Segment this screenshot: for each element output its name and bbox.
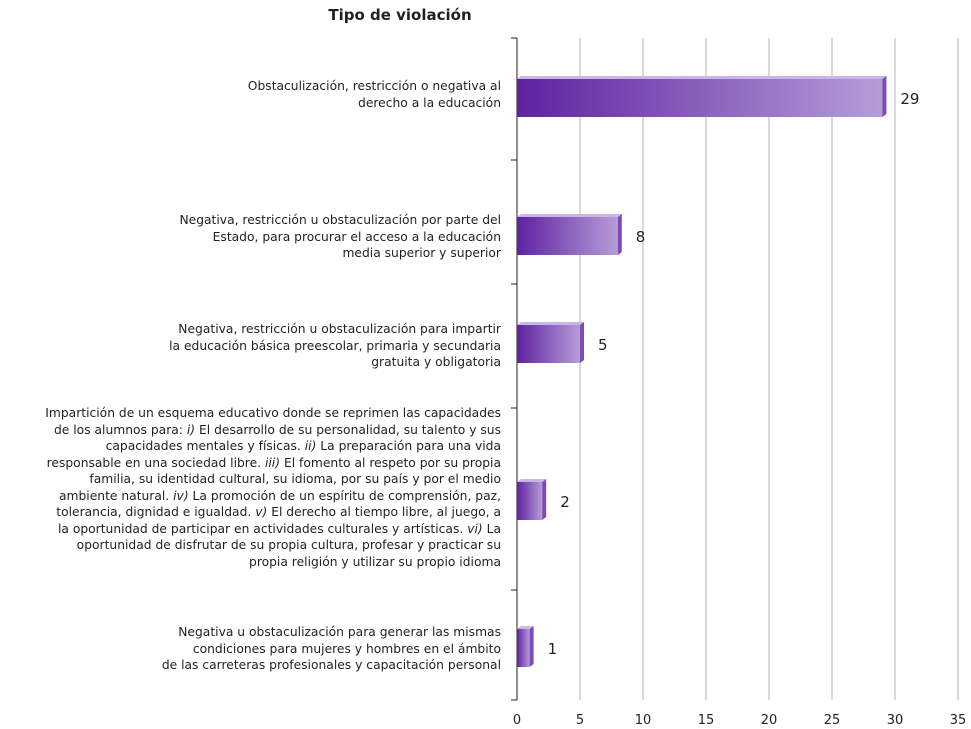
data-label-1: 8	[636, 228, 646, 246]
bar-top-4	[517, 626, 534, 629]
category-label-segment: i)	[186, 422, 196, 437]
x-tick-label-0: 0	[513, 713, 521, 728]
data-label-2: 5	[598, 336, 608, 354]
x-tick-label-5: 5	[576, 713, 584, 728]
category-label-line: responsable en una sociedad libre. iii) …	[45, 455, 501, 472]
category-label-segment: iv)	[173, 488, 189, 503]
category-label-segment: responsable en una sociedad libre.	[46, 455, 265, 470]
category-label-line: Negativa, restricción u obstaculización …	[178, 322, 501, 336]
x-tick-label-15: 15	[698, 713, 715, 728]
category-label-line: de los alumnos para: i) El desarrollo de…	[45, 422, 501, 439]
category-label-line: Negativa u obstaculización para generar …	[178, 625, 501, 639]
category-label-segment: de los alumnos para:	[53, 422, 187, 437]
category-label-segment: oportunidad de disfrutar de su propia cu…	[76, 538, 501, 552]
category-label-line: la educación básica preescolar, primaria…	[169, 338, 501, 353]
category-label-segment: Impartición de un esquema educativo dond…	[45, 406, 501, 420]
bar-top-3	[517, 479, 547, 482]
category-label-segment: El derecho al tiempo libre, al juego, a	[267, 505, 501, 519]
bar-1	[517, 217, 618, 255]
category-label-segment: La preparación para una vida	[316, 439, 501, 453]
x-tick-label-10: 10	[635, 713, 652, 728]
bar-top-0	[517, 76, 887, 79]
data-label-0: 29	[900, 90, 919, 108]
category-label-1: Negativa, restricción u obstaculización …	[179, 212, 501, 262]
category-label-0: Obstaculización, restricción o negativa …	[248, 78, 501, 111]
x-tick-label-35: 35	[950, 713, 967, 728]
category-label-segment: El desarrollo de su personalidad, su tal…	[195, 422, 501, 437]
category-label-segment: familia, su identidad cultural, su idiom…	[89, 472, 501, 486]
category-label-line: tolerancia, dignidad e igualdad. v) El d…	[45, 504, 501, 521]
category-label-line: gratuita y obligatoria	[371, 355, 501, 369]
category-label-line: derecho a la educación	[358, 95, 501, 110]
bar-4	[517, 629, 530, 667]
bar-side-0	[882, 76, 887, 117]
category-label-3: Impartición de un esquema educativo dond…	[45, 405, 501, 570]
category-label-line: oportunidad de disfrutar de su propia cu…	[45, 537, 501, 554]
bar-top-1	[517, 214, 622, 217]
category-label-line: ambiente natural. iv) La promoción de un…	[45, 488, 501, 505]
category-label-line: familia, su identidad cultural, su idiom…	[45, 471, 501, 488]
category-label-4: Negativa u obstaculización para generar …	[162, 624, 501, 674]
bar-side-1	[617, 214, 622, 255]
category-label-line: Impartición de un esquema educativo dond…	[45, 405, 501, 422]
category-label-segment: La promoción de un espíritu de comprensi…	[188, 488, 501, 503]
category-label-line: Estado, para procurar el acceso a la edu…	[212, 229, 501, 244]
category-label-line: Obstaculización, restricción o negativa …	[247, 79, 501, 93]
category-label-line: capacidades mentales y físicas. ii) La p…	[45, 438, 501, 455]
bar-2	[517, 325, 580, 363]
bar-3	[517, 482, 543, 520]
category-label-line: la oportunidad de participar en activida…	[45, 521, 501, 538]
category-label-segment: tolerancia, dignidad e igualdad.	[56, 505, 256, 519]
bar-side-2	[580, 322, 584, 363]
category-label-segment: El fomento al respeto por su propia	[280, 455, 501, 470]
category-label-segment: propia religión y utilizar su propio idi…	[249, 554, 501, 569]
bar-0	[517, 79, 883, 117]
category-label-line: Negativa, restricción u obstaculización …	[179, 213, 501, 227]
category-label-2: Negativa, restricción u obstaculización …	[169, 321, 501, 371]
bar-top-2	[517, 322, 584, 325]
category-label-segment: La	[482, 521, 501, 536]
category-label-segment: ambiente natural.	[58, 488, 174, 503]
x-tick-label-25: 25	[824, 713, 841, 728]
data-label-4: 1	[548, 640, 558, 658]
bar-side-3	[542, 479, 547, 520]
x-tick-label-30: 30	[887, 713, 904, 728]
category-label-segment: la oportunidad de participar en activida…	[57, 521, 468, 536]
category-label-segment: vi)	[467, 521, 483, 536]
category-label-segment: v)	[255, 505, 268, 519]
x-tick-label-20: 20	[761, 713, 778, 728]
category-label-segment: capacidades mentales y físicas.	[105, 439, 305, 453]
bar-side-4	[529, 626, 534, 667]
category-label-line: condiciones para mujeres y hombres en el…	[192, 641, 501, 656]
category-label-segment: ii)	[304, 439, 317, 453]
category-label-line: propia religión y utilizar su propio idi…	[45, 554, 501, 571]
category-label-line: de las carreteras profesionales y capaci…	[161, 658, 501, 672]
category-label-segment: iii)	[264, 455, 281, 470]
data-label-3: 2	[560, 493, 570, 511]
category-label-line: media superior y superior	[342, 246, 501, 260]
chart-title: Tipo de violación	[328, 6, 472, 24]
